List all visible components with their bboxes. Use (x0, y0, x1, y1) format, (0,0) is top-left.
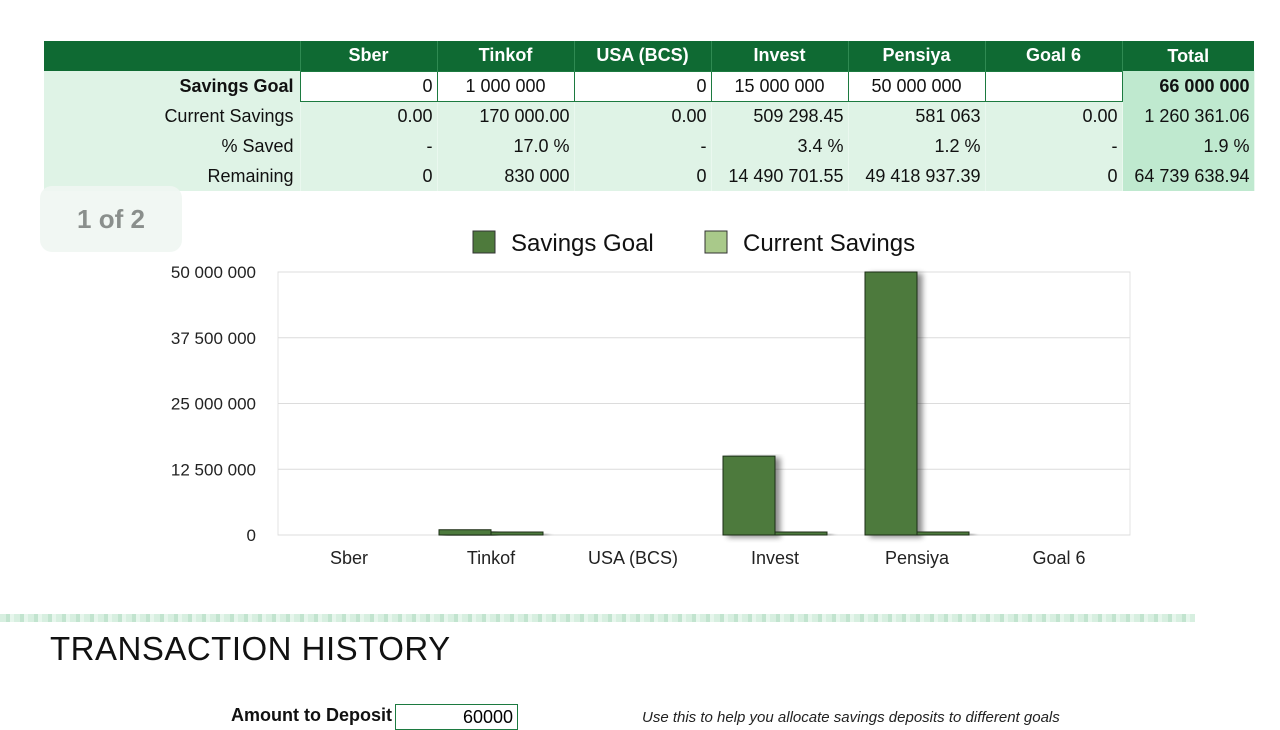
table-cell: 0.00 (574, 101, 712, 131)
table-row-remaining: Remaining 0 830 000 0 14 490 701.55 49 4… (44, 161, 1255, 191)
bar-current-savings (916, 531, 970, 536)
goal-input-pensiya[interactable]: 50 000 000 (847, 70, 986, 102)
table-cell: 49 418 937.39 (848, 161, 986, 191)
page-indicator-badge: 1 of 2 (40, 186, 182, 252)
bar-savings-goal (722, 455, 776, 536)
y-axis-ticks: 0 12 500 000 25 000 000 37 500 000 50 000 00… (171, 263, 256, 545)
deposit-amount-label: Amount to Deposit (231, 705, 392, 725)
savings-summary-table: Sber Tinkof USA (BCS) Invest Pensiya Goa… (44, 41, 1255, 191)
savings-bar-chart: Savings Goal Current Savings 0 12 500 000 2… (171, 230, 1131, 568)
table-cell: 1.2 % (848, 131, 986, 161)
chart-legend: Savings Goal Current Savings (472, 230, 915, 257)
percent-total: 1.9 % (1122, 131, 1255, 161)
table-row-savings-goal: Savings Goal 0 1 000 000 0 15 000 000 50… (44, 70, 1255, 102)
table-header-row: Sber Tinkof USA (BCS) Invest Pensiya Goa… (44, 41, 1254, 71)
table-cell: 0 (574, 161, 712, 191)
chart-bars (438, 271, 970, 536)
header-cell-sber: Sber (300, 41, 438, 71)
table-cell: - (574, 131, 712, 161)
header-cell-blank (44, 41, 301, 71)
table-row-current-savings: Current Savings 0.00 170 000.00 0.00 509… (44, 101, 1255, 131)
deposit-hint-text: Use this to help you allocate savings de… (642, 709, 1060, 726)
table-cell: - (300, 131, 438, 161)
table-cell: 581 063 (848, 101, 986, 131)
goal-input-sber[interactable]: 0 (299, 70, 438, 102)
y-tick-label: 25 000 000 (171, 395, 256, 414)
y-tick-label: 12 500 000 (171, 460, 256, 479)
table-cell: 0 (985, 161, 1123, 191)
table-cell: 14 490 701.55 (711, 161, 849, 191)
bar-current-savings (774, 531, 828, 536)
table-cell: 3.4 % (711, 131, 849, 161)
table-cell: 0 (300, 161, 438, 191)
chart-gridlines (277, 271, 1131, 536)
y-tick-label: 0 (247, 526, 256, 545)
bar-current-savings (490, 531, 544, 536)
header-cell-invest: Invest (711, 41, 849, 71)
x-tick-label: Sber (330, 548, 368, 568)
table-cell: 0.00 (985, 101, 1123, 131)
table-cell: 509 298.45 (711, 101, 849, 131)
x-tick-label: Tinkof (467, 548, 516, 568)
x-tick-label: Goal 6 (1032, 548, 1085, 568)
header-cell-pensiya: Pensiya (848, 41, 986, 71)
goal-input-usa-bcs[interactable]: 0 (573, 70, 712, 102)
legend-swatch (472, 230, 496, 254)
header-cell-total: Total (1122, 41, 1254, 71)
legend-label: Savings Goal (511, 230, 654, 257)
section-title: TRANSACTION HISTORY (50, 630, 451, 667)
current-total: 1 260 361.06 (1122, 101, 1255, 131)
goal-input-tinkof[interactable]: 1 000 000 (436, 70, 575, 102)
x-tick-label: USA (BCS) (588, 548, 678, 568)
x-tick-label: Invest (751, 548, 799, 568)
y-tick-label: 50 000 000 (171, 263, 256, 282)
row-label: Current Savings (44, 101, 301, 131)
header-cell-tinkof: Tinkof (437, 41, 575, 71)
table-row-percent-saved: % Saved - 17.0 % - 3.4 % 1.2 % - 1.9 % (44, 131, 1255, 161)
table-cell: 170 000.00 (437, 101, 575, 131)
table-cell: 0.00 (300, 101, 438, 131)
goal-input-goal6[interactable] (984, 70, 1123, 102)
bar-savings-goal (438, 529, 492, 536)
legend-swatch (704, 230, 728, 254)
table-cell: 830 000 (437, 161, 575, 191)
table-cell: - (985, 131, 1123, 161)
section-divider (0, 614, 1195, 622)
x-tick-label: Pensiya (885, 548, 950, 568)
remaining-total: 64 739 638.94 (1122, 161, 1255, 191)
legend-label: Current Savings (743, 230, 915, 257)
row-label: Savings Goal (44, 71, 301, 101)
goal-input-invest[interactable]: 15 000 000 (710, 70, 849, 102)
y-tick-label: 37 500 000 (171, 329, 256, 348)
goal-total: 66 000 000 (1122, 71, 1255, 101)
deposit-amount-input[interactable] (395, 704, 518, 730)
header-cell-usa-bcs: USA (BCS) (574, 41, 712, 71)
x-axis-ticks: Sber Tinkof USA (BCS) Invest Pensiya Goal 6 (330, 548, 1086, 568)
bar-savings-goal (864, 271, 918, 536)
header-cell-goal6: Goal 6 (985, 41, 1123, 71)
table-cell: 17.0 % (437, 131, 575, 161)
row-label: % Saved (44, 131, 301, 161)
